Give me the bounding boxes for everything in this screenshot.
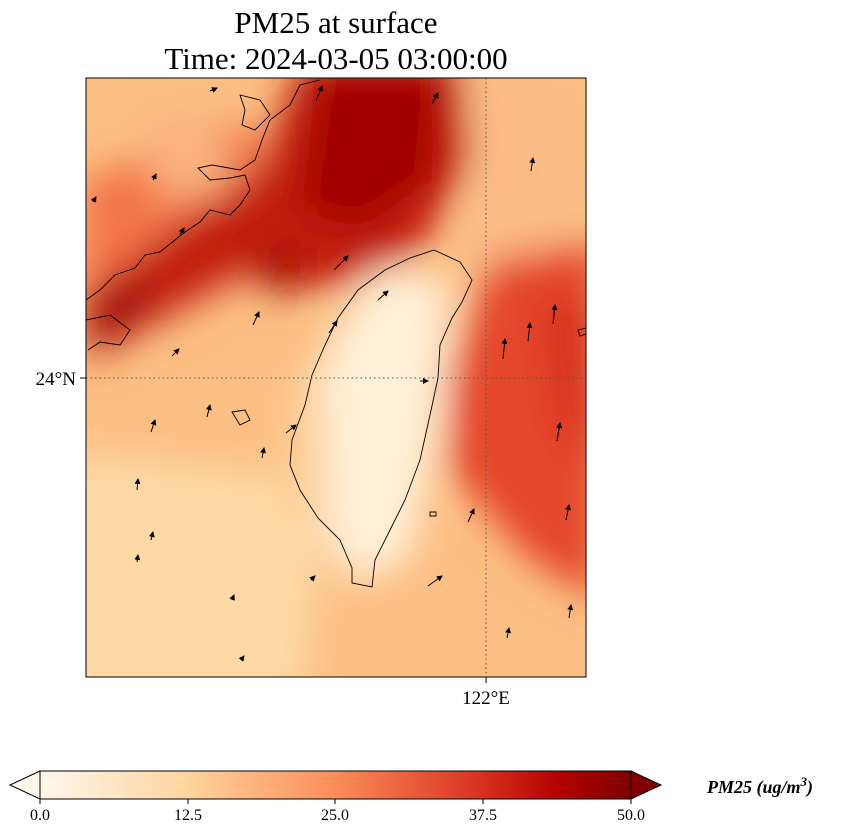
wind-vectors xyxy=(90,85,574,662)
colorbar-tick-label: 25.0 xyxy=(321,807,349,824)
map-title-line-1: PM25 at surface xyxy=(234,5,438,40)
colorbar-max-extend xyxy=(630,770,663,800)
map-title-line-2: Time: 2024-03-05 03:00:00 xyxy=(164,41,508,76)
pm25-field xyxy=(86,78,586,677)
colorbar-tick-label: 12.5 xyxy=(174,807,202,824)
lat-tick-label: 24°N xyxy=(36,369,77,390)
colorbar: 0.0 12.5 25.0 37.5 50.0 PM25 (ug/m3) xyxy=(8,770,813,824)
colorbar-gradient xyxy=(39,770,632,800)
coastline xyxy=(86,79,586,588)
colorbar-tick-label: 37.5 xyxy=(469,807,497,824)
lon-tick-label: 122°E xyxy=(462,688,510,709)
colorbar-tick-label: 50.0 xyxy=(617,807,645,824)
colorbar-label: PM25 (ug/m3) xyxy=(706,774,813,798)
colorbar-tick-label: 0.0 xyxy=(30,807,50,824)
colorbar-min-extend xyxy=(8,770,41,800)
